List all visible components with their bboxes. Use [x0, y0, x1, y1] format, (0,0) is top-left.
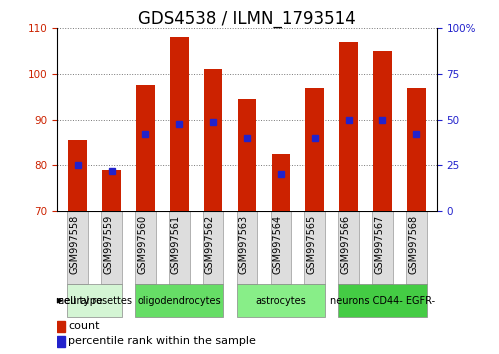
FancyBboxPatch shape [67, 211, 88, 284]
FancyBboxPatch shape [237, 211, 257, 284]
Bar [68, 140, 87, 211]
Bar [57, 336, 65, 347]
Bar [339, 42, 358, 211]
Text: GSM997559: GSM997559 [103, 215, 113, 274]
Bar [238, 99, 256, 211]
Title: GDS4538 / ILMN_1793514: GDS4538 / ILMN_1793514 [138, 10, 356, 28]
Bar [102, 170, 121, 211]
Text: cell type: cell type [57, 296, 102, 306]
Text: percentile rank within the sample: percentile rank within the sample [68, 336, 256, 346]
Text: GSM997564: GSM997564 [272, 215, 282, 274]
Text: count: count [68, 321, 100, 331]
Bar [407, 88, 426, 211]
FancyBboxPatch shape [406, 211, 427, 284]
Text: GSM997567: GSM997567 [374, 215, 384, 274]
FancyBboxPatch shape [203, 211, 224, 284]
Text: GSM997562: GSM997562 [205, 215, 215, 274]
Text: neurons CD44- EGFR-: neurons CD44- EGFR- [330, 296, 435, 306]
Bar [136, 85, 155, 211]
FancyBboxPatch shape [270, 211, 291, 284]
Bar [271, 154, 290, 211]
Text: GSM997566: GSM997566 [340, 215, 350, 274]
Text: astrocytes: astrocytes [255, 296, 306, 306]
Text: GSM997565: GSM997565 [306, 215, 316, 274]
Text: neural rosettes: neural rosettes [57, 296, 132, 306]
Bar [305, 88, 324, 211]
FancyBboxPatch shape [338, 284, 427, 317]
Text: oligodendrocytes: oligodendrocytes [137, 296, 221, 306]
Text: GSM997558: GSM997558 [69, 215, 79, 274]
Bar [204, 69, 223, 211]
FancyBboxPatch shape [67, 284, 122, 317]
FancyBboxPatch shape [304, 211, 325, 284]
FancyBboxPatch shape [135, 211, 156, 284]
FancyBboxPatch shape [169, 211, 190, 284]
FancyBboxPatch shape [237, 284, 325, 317]
Text: GSM997568: GSM997568 [408, 215, 418, 274]
FancyBboxPatch shape [338, 211, 359, 284]
FancyBboxPatch shape [135, 284, 224, 317]
FancyBboxPatch shape [372, 211, 393, 284]
Text: GSM997561: GSM997561 [171, 215, 181, 274]
Bar [170, 38, 189, 211]
Text: GSM997560: GSM997560 [137, 215, 147, 274]
FancyBboxPatch shape [101, 211, 122, 284]
Bar [373, 51, 392, 211]
Text: GSM997563: GSM997563 [239, 215, 249, 274]
Bar [57, 321, 65, 332]
